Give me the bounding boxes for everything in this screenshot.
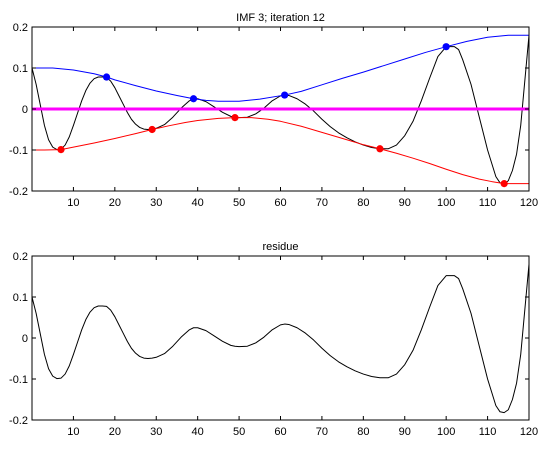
x-tick-label: 50 <box>233 197 245 209</box>
x-tick-label: 30 <box>150 426 162 438</box>
x-tick-label: 80 <box>357 426 369 438</box>
x-tick-label: 90 <box>399 197 411 209</box>
y-tick-label: -0.1 <box>9 145 28 157</box>
x-tick-label: 100 <box>437 426 455 438</box>
x-tick-label: 110 <box>479 426 497 438</box>
x-tick-label: 40 <box>192 426 204 438</box>
x-tick-label: 120 <box>520 426 538 438</box>
y-tick-label: -0.2 <box>9 415 28 427</box>
x-tick-label: 20 <box>109 426 121 438</box>
x-tick-label: 20 <box>109 197 121 209</box>
chart-panel-2: residue 10 20 30 40 50 60 70 80 90 100 110 120 -0.2 -0… <box>9 241 538 438</box>
y-tick-label: 0.2 <box>13 251 28 263</box>
y-tick-label: 0 <box>22 333 28 345</box>
series-line-3 <box>32 117 529 185</box>
x-tick-label: 10 <box>67 197 79 209</box>
axes-box <box>31 255 530 421</box>
series-marker-5-4 <box>442 43 450 51</box>
x-tick-label: 70 <box>316 426 328 438</box>
x-tick-label: 70 <box>316 197 328 209</box>
series-line-2 <box>32 34 529 102</box>
x-tick-label: 40 <box>192 197 204 209</box>
series-marker-6-3 <box>231 114 239 122</box>
x-tick-label: 30 <box>150 197 162 209</box>
y-tick-label: 0.1 <box>13 63 28 75</box>
y-tick-label: -0.2 <box>9 186 28 198</box>
series-marker-6-1 <box>57 145 65 154</box>
chart-panel-1: IMF 3; iteration 12 10 20 30 40 50 60 70 80 90 100… <box>9 12 538 209</box>
series-marker-6-4 <box>376 145 384 153</box>
x-tick-label: 60 <box>274 426 286 438</box>
x-tick-label: 100 <box>437 197 455 209</box>
y-tick-label: 0.2 <box>13 22 28 34</box>
y-tick-label: -0.1 <box>9 374 28 386</box>
series-marker-5-2 <box>189 95 198 103</box>
series-marker-5-3 <box>281 91 289 99</box>
x-tick-label: 60 <box>274 197 286 209</box>
x-tick-label: 10 <box>67 426 79 438</box>
x-tick-label: 80 <box>357 197 369 209</box>
series-marker-6-5 <box>500 180 508 188</box>
x-tick-label: 90 <box>399 426 411 438</box>
x-tick-label: 110 <box>479 197 497 209</box>
series-line-1 <box>31 264 530 414</box>
chart-title: IMF 3; iteration 12 <box>236 12 325 24</box>
x-tick-label: 120 <box>520 197 538 209</box>
series-marker-5-1 <box>102 73 111 81</box>
chart-title: residue <box>262 241 298 253</box>
y-tick-label: 0.1 <box>13 292 28 304</box>
y-tick-label: 0 <box>22 104 28 116</box>
x-tick-label: 50 <box>233 426 245 438</box>
series-marker-6-2 <box>148 125 156 134</box>
